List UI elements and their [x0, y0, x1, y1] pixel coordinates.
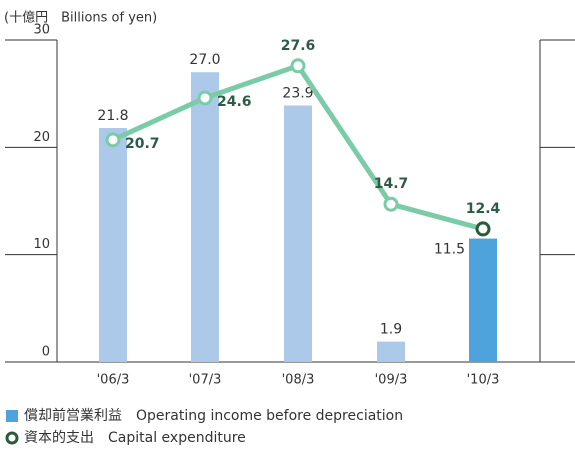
legend-swatch	[6, 410, 18, 422]
line-value-label: 14.7	[374, 176, 409, 192]
x-tick-label: '09/3	[375, 373, 408, 388]
bar-value-label: 11.5	[434, 242, 465, 258]
bar-value-label: 27.0	[189, 52, 220, 68]
line-value-label: 12.4	[466, 201, 501, 217]
line-marker	[197, 90, 213, 106]
x-tick-label: '10/3	[467, 373, 500, 388]
bar	[191, 72, 219, 362]
line-value-label: 20.7	[125, 136, 160, 152]
legend-label: 償却前営業利益 Operating income before deprecia…	[24, 407, 403, 424]
line-marker	[290, 58, 306, 74]
x-tick-label: '06/3	[97, 373, 130, 388]
bar-value-label: 1.9	[380, 322, 402, 338]
line-value-label: 24.6	[217, 94, 252, 110]
unit-label: (十億円 Billions of yen)	[4, 10, 157, 26]
y-tick-label: 30	[33, 23, 50, 38]
bar	[284, 105, 312, 363]
bar	[99, 128, 127, 362]
bar-value-label: 21.8	[97, 108, 128, 124]
bar	[469, 238, 497, 362]
line-marker	[475, 221, 491, 237]
x-tick-label: '07/3	[189, 373, 222, 388]
line-marker	[383, 196, 399, 212]
line-marker	[105, 132, 121, 148]
x-tick-label: '08/3	[282, 373, 315, 388]
line-value-label: 27.6	[281, 38, 316, 54]
y-tick-label: 10	[33, 237, 50, 252]
y-tick-label: 0	[42, 345, 50, 360]
legend-label: 資本的支出 Capital expenditure	[24, 430, 246, 446]
bar	[377, 341, 405, 362]
bar-value-label: 23.9	[282, 85, 313, 101]
legend-swatch	[5, 431, 19, 445]
y-tick-label: 20	[33, 130, 50, 145]
